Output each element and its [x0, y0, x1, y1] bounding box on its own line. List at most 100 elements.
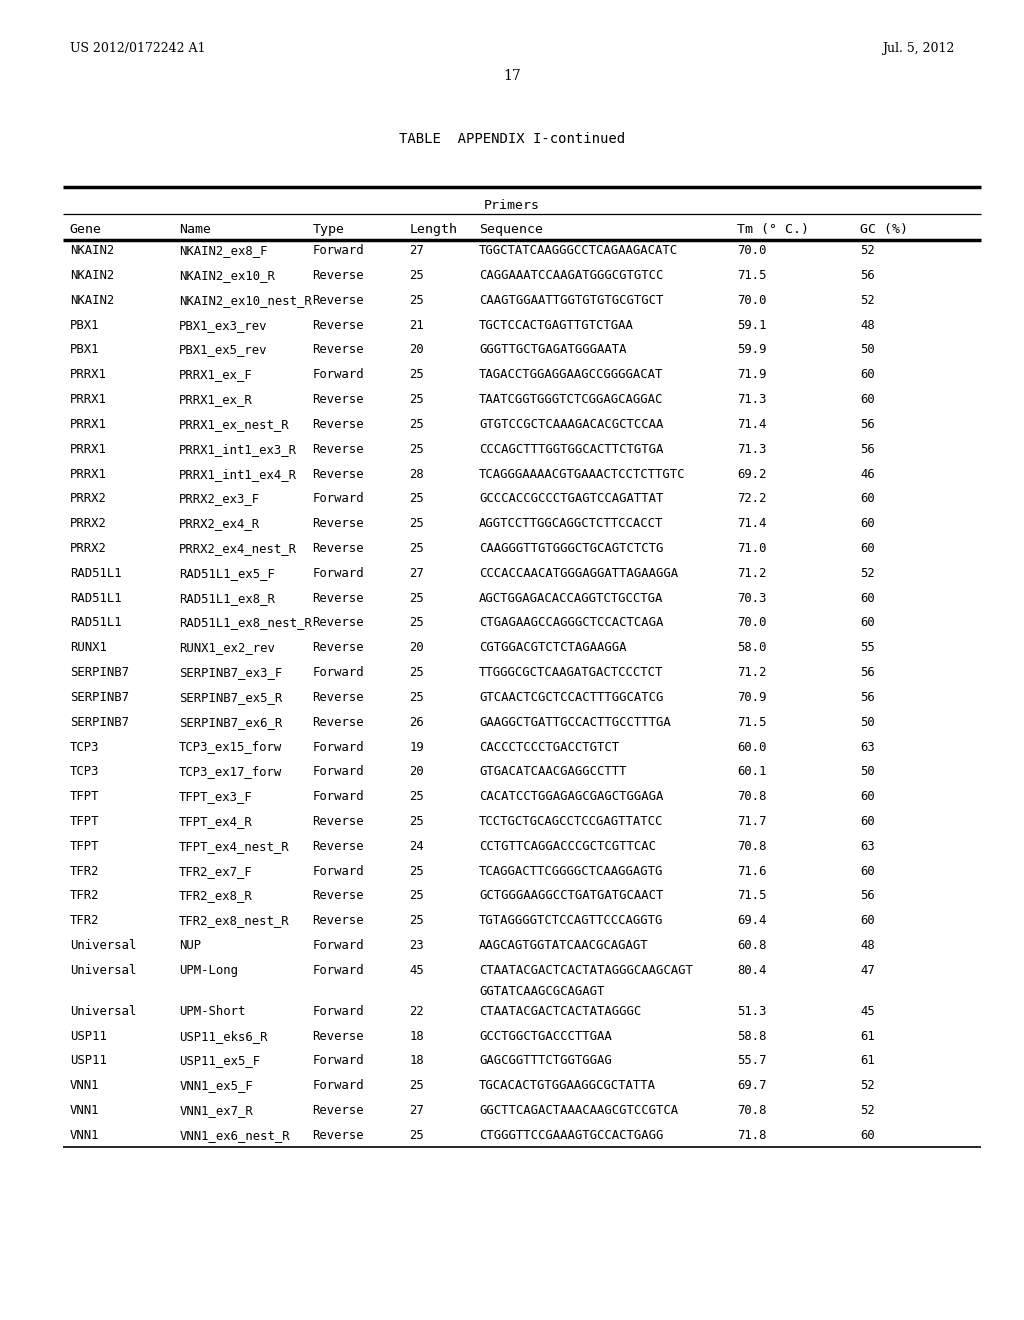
- Text: PRRX2_ex4_R: PRRX2_ex4_R: [179, 517, 260, 531]
- Text: 45: 45: [410, 964, 424, 977]
- Text: Forward: Forward: [312, 368, 364, 381]
- Text: 71.9: 71.9: [737, 368, 767, 381]
- Text: 17: 17: [503, 69, 521, 83]
- Text: 25: 25: [410, 865, 424, 878]
- Text: CTGGGTTCCGAAAGTGCCACTGAGG: CTGGGTTCCGAAAGTGCCACTGAGG: [479, 1129, 664, 1142]
- Text: NKAIN2_ex8_F: NKAIN2_ex8_F: [179, 244, 267, 257]
- Text: Forward: Forward: [312, 791, 364, 803]
- Text: PRRX2_ex3_F: PRRX2_ex3_F: [179, 492, 260, 506]
- Text: 71.5: 71.5: [737, 715, 767, 729]
- Text: TABLE  APPENDIX I-continued: TABLE APPENDIX I-continued: [399, 132, 625, 147]
- Text: 52: 52: [860, 1104, 874, 1117]
- Text: USP11: USP11: [70, 1055, 106, 1068]
- Text: Reverse: Reverse: [312, 591, 364, 605]
- Text: VNN1_ex5_F: VNN1_ex5_F: [179, 1080, 253, 1092]
- Text: GGGTTGCTGAGATGGGAATA: GGGTTGCTGAGATGGGAATA: [479, 343, 627, 356]
- Text: 60.1: 60.1: [737, 766, 767, 779]
- Text: RAD51L1: RAD51L1: [70, 591, 121, 605]
- Text: RAD51L1: RAD51L1: [70, 616, 121, 630]
- Text: Reverse: Reverse: [312, 343, 364, 356]
- Text: 25: 25: [410, 616, 424, 630]
- Text: TAATCGGTGGGTCTCGGAGCAGGAC: TAATCGGTGGGTCTCGGAGCAGGAC: [479, 393, 664, 407]
- Text: CTAATACGACTCACTATAGGGC: CTAATACGACTCACTATAGGGC: [479, 1005, 641, 1018]
- Text: CGTGGACGTCTCTAGAAGGA: CGTGGACGTCTCTAGAAGGA: [479, 642, 627, 655]
- Text: Reverse: Reverse: [312, 442, 364, 455]
- Text: SERPINB7_ex3_F: SERPINB7_ex3_F: [179, 667, 283, 678]
- Text: 48: 48: [860, 318, 874, 331]
- Text: 60: 60: [860, 616, 874, 630]
- Text: 70.3: 70.3: [737, 591, 767, 605]
- Text: Type: Type: [312, 223, 344, 236]
- Text: PRRX2: PRRX2: [70, 543, 106, 554]
- Text: 71.5: 71.5: [737, 890, 767, 903]
- Text: 71.3: 71.3: [737, 442, 767, 455]
- Text: 71.8: 71.8: [737, 1129, 767, 1142]
- Text: TCP3_ex15_forw: TCP3_ex15_forw: [179, 741, 283, 754]
- Text: PRRX1: PRRX1: [70, 368, 106, 381]
- Text: 25: 25: [410, 814, 424, 828]
- Text: Forward: Forward: [312, 939, 364, 952]
- Text: TCAGGACTTCGGGGCTCAAGGAGTG: TCAGGACTTCGGGGCTCAAGGAGTG: [479, 865, 664, 878]
- Text: 71.0: 71.0: [737, 543, 767, 554]
- Text: 60: 60: [860, 492, 874, 506]
- Text: NKAIN2_ex10_R: NKAIN2_ex10_R: [179, 269, 275, 282]
- Text: 70.8: 70.8: [737, 840, 767, 853]
- Text: PRRX1: PRRX1: [70, 442, 106, 455]
- Text: 60: 60: [860, 393, 874, 407]
- Text: AGGTCCTTGGCAGGCTCTTCCACCT: AGGTCCTTGGCAGGCTCTTCCACCT: [479, 517, 664, 531]
- Text: 71.4: 71.4: [737, 418, 767, 430]
- Text: CACCCTCCCTGACCTGTCT: CACCCTCCCTGACCTGTCT: [479, 741, 620, 754]
- Text: 19: 19: [410, 741, 424, 754]
- Text: CAAGTGGAATTGGTGTGTGCGTGCT: CAAGTGGAATTGGTGTGTGCGTGCT: [479, 294, 664, 306]
- Text: VNN1_ex6_nest_R: VNN1_ex6_nest_R: [179, 1129, 290, 1142]
- Text: Reverse: Reverse: [312, 840, 364, 853]
- Text: SERPINB7_ex5_R: SERPINB7_ex5_R: [179, 690, 283, 704]
- Text: TFR2_ex8_R: TFR2_ex8_R: [179, 890, 253, 903]
- Text: SERPINB7: SERPINB7: [70, 667, 129, 678]
- Text: 56: 56: [860, 667, 874, 678]
- Text: 22: 22: [410, 1005, 424, 1018]
- Text: PBX1_ex3_rev: PBX1_ex3_rev: [179, 318, 267, 331]
- Text: Reverse: Reverse: [312, 642, 364, 655]
- Text: GAGCGGTTTCTGGTGGAG: GAGCGGTTTCTGGTGGAG: [479, 1055, 612, 1068]
- Text: CAGGAAATCCAAGATGGGCGTGTCC: CAGGAAATCCAAGATGGGCGTGTCC: [479, 269, 664, 282]
- Text: 25: 25: [410, 1080, 424, 1092]
- Text: 60: 60: [860, 1129, 874, 1142]
- Text: Forward: Forward: [312, 1080, 364, 1092]
- Text: USP11_eks6_R: USP11_eks6_R: [179, 1030, 267, 1043]
- Text: AGCTGGAGACACCAGGTCTGCCTGA: AGCTGGAGACACCAGGTCTGCCTGA: [479, 591, 664, 605]
- Text: Reverse: Reverse: [312, 418, 364, 430]
- Text: GTGTCCGCTCAAAGACACGCTCCAA: GTGTCCGCTCAAAGACACGCTCCAA: [479, 418, 664, 430]
- Text: TFPT_ex4_nest_R: TFPT_ex4_nest_R: [179, 840, 290, 853]
- Text: PRRX1: PRRX1: [70, 467, 106, 480]
- Text: RUNX1: RUNX1: [70, 642, 106, 655]
- Text: Reverse: Reverse: [312, 318, 364, 331]
- Text: Sequence: Sequence: [479, 223, 543, 236]
- Text: Universal: Universal: [70, 964, 136, 977]
- Text: 52: 52: [860, 1080, 874, 1092]
- Text: 71.4: 71.4: [737, 517, 767, 531]
- Text: 50: 50: [860, 766, 874, 779]
- Text: 28: 28: [410, 467, 424, 480]
- Text: 60: 60: [860, 814, 874, 828]
- Text: TGGCTATCAAGGGCCTCAGAAGACATC: TGGCTATCAAGGGCCTCAGAAGACATC: [479, 244, 678, 257]
- Text: Reverse: Reverse: [312, 467, 364, 480]
- Text: CTGAGAAGCCAGGGCTCCACTCAGA: CTGAGAAGCCAGGGCTCCACTCAGA: [479, 616, 664, 630]
- Text: Reverse: Reverse: [312, 517, 364, 531]
- Text: 72.2: 72.2: [737, 492, 767, 506]
- Text: TGCTCCACTGAGTTGTCTGAA: TGCTCCACTGAGTTGTCTGAA: [479, 318, 634, 331]
- Text: 63: 63: [860, 840, 874, 853]
- Text: Reverse: Reverse: [312, 616, 364, 630]
- Text: Reverse: Reverse: [312, 1104, 364, 1117]
- Text: 55.7: 55.7: [737, 1055, 767, 1068]
- Text: 70.9: 70.9: [737, 690, 767, 704]
- Text: Forward: Forward: [312, 1055, 364, 1068]
- Text: 50: 50: [860, 715, 874, 729]
- Text: Reverse: Reverse: [312, 1129, 364, 1142]
- Text: 47: 47: [860, 964, 874, 977]
- Text: 25: 25: [410, 591, 424, 605]
- Text: 69.2: 69.2: [737, 467, 767, 480]
- Text: Forward: Forward: [312, 964, 364, 977]
- Text: Jul. 5, 2012: Jul. 5, 2012: [882, 42, 954, 55]
- Text: 69.7: 69.7: [737, 1080, 767, 1092]
